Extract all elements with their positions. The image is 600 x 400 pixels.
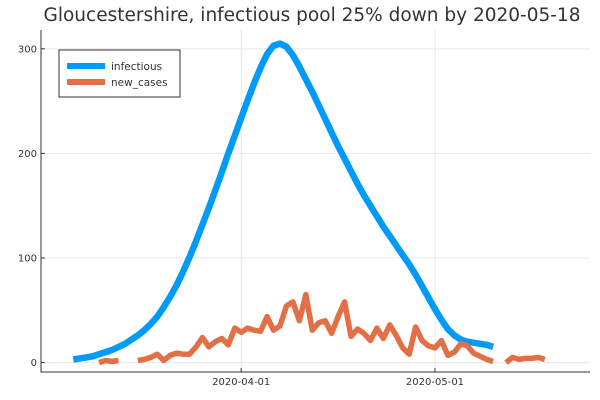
x-axis: 2020-04-01 2020-05-01	[212, 368, 464, 388]
plot-area	[72, 40, 546, 366]
legend: infectious new_cases	[58, 49, 181, 98]
legend-box	[58, 49, 181, 98]
x-tick-label: 2020-04-01	[212, 377, 270, 388]
series-line-new-cases	[98, 291, 546, 366]
chart-title: Gloucestershire, infectious pool 25% dow…	[44, 5, 581, 26]
series-line-infectious	[72, 40, 495, 363]
y-tick-label: 100	[18, 254, 37, 265]
legend-label-new-cases: new_cases	[111, 77, 168, 89]
x-tick-label: 2020-05-01	[406, 377, 464, 388]
y-tick-label: 0	[31, 358, 37, 369]
legend-label-infectious: infectious	[111, 61, 162, 73]
y-axis: 0 100 200 300	[18, 44, 45, 369]
axis-frame	[40, 30, 590, 373]
grid	[41, 30, 590, 372]
y-tick-label: 200	[18, 149, 37, 160]
y-tick-label: 300	[18, 44, 37, 55]
